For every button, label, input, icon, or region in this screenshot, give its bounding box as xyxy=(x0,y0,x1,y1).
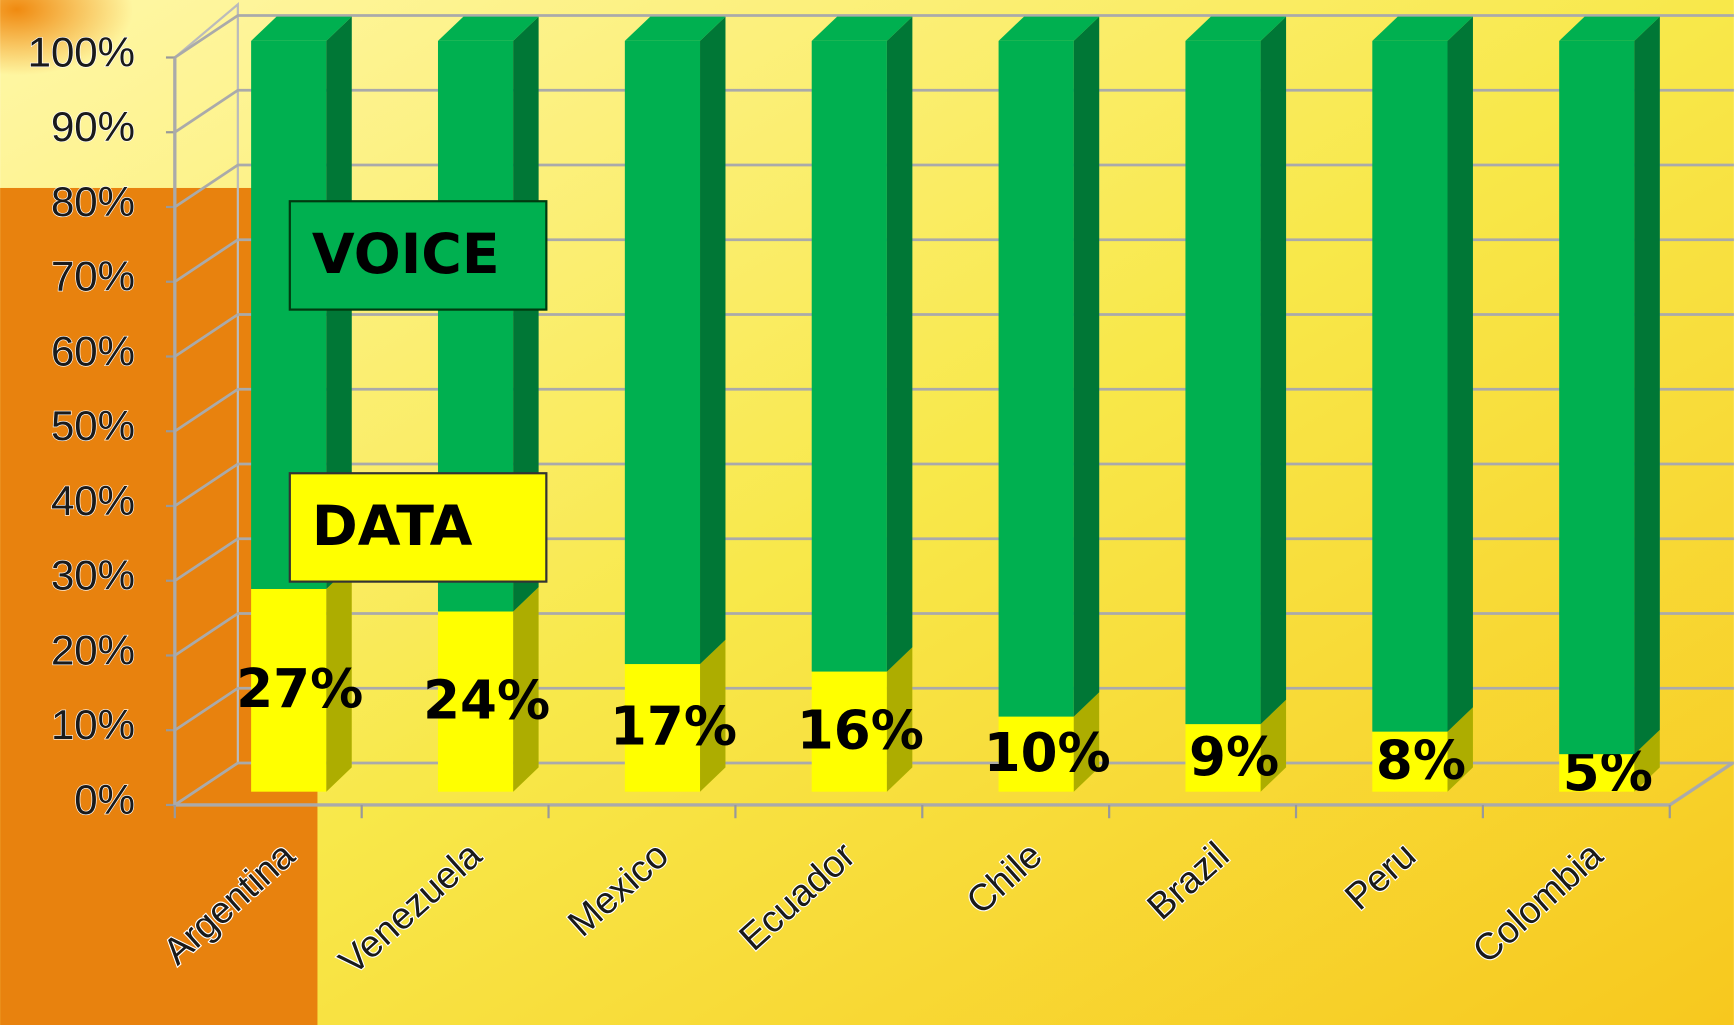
legend-label: DATA xyxy=(312,495,473,559)
y-tick-label: 40% xyxy=(51,477,135,524)
chart: 0%10%20%30%40%50%60%70%80%90%100%27%Arge… xyxy=(0,0,1734,1025)
y-tick-label: 80% xyxy=(51,178,135,225)
data-label: 16% xyxy=(797,699,924,761)
bar-segment xyxy=(625,41,700,664)
y-tick-label: 60% xyxy=(51,327,135,374)
y-tick-label: 70% xyxy=(51,253,135,300)
bar-side-shade xyxy=(1634,17,1659,755)
y-tick-label: 30% xyxy=(51,552,135,599)
bar-side-shade xyxy=(1448,17,1473,732)
bar-segment xyxy=(1559,41,1634,754)
bar-side-shade xyxy=(700,17,725,664)
bar-segment xyxy=(999,41,1074,717)
bar-segment xyxy=(1185,41,1260,724)
data-label: 27% xyxy=(236,658,363,720)
y-tick-label: 90% xyxy=(51,103,135,150)
y-tick-label: 50% xyxy=(51,402,135,449)
bar-segment xyxy=(812,41,887,672)
legend-label: VOICE xyxy=(312,223,500,287)
data-label: 8% xyxy=(1376,730,1466,792)
data-label: 24% xyxy=(423,669,550,731)
bar-side-shade xyxy=(887,17,912,672)
data-label: 9% xyxy=(1189,726,1279,788)
y-tick-label: 10% xyxy=(51,701,135,748)
y-tick-label: 20% xyxy=(51,626,135,673)
y-tick-label: 100% xyxy=(28,28,135,75)
data-label: 17% xyxy=(610,696,737,758)
bar-segment xyxy=(1372,41,1447,732)
y-tick-label: 0% xyxy=(74,776,135,823)
data-label: 10% xyxy=(984,722,1111,784)
bar-side-shade xyxy=(1261,17,1286,725)
bar-side-shade xyxy=(1074,17,1099,717)
